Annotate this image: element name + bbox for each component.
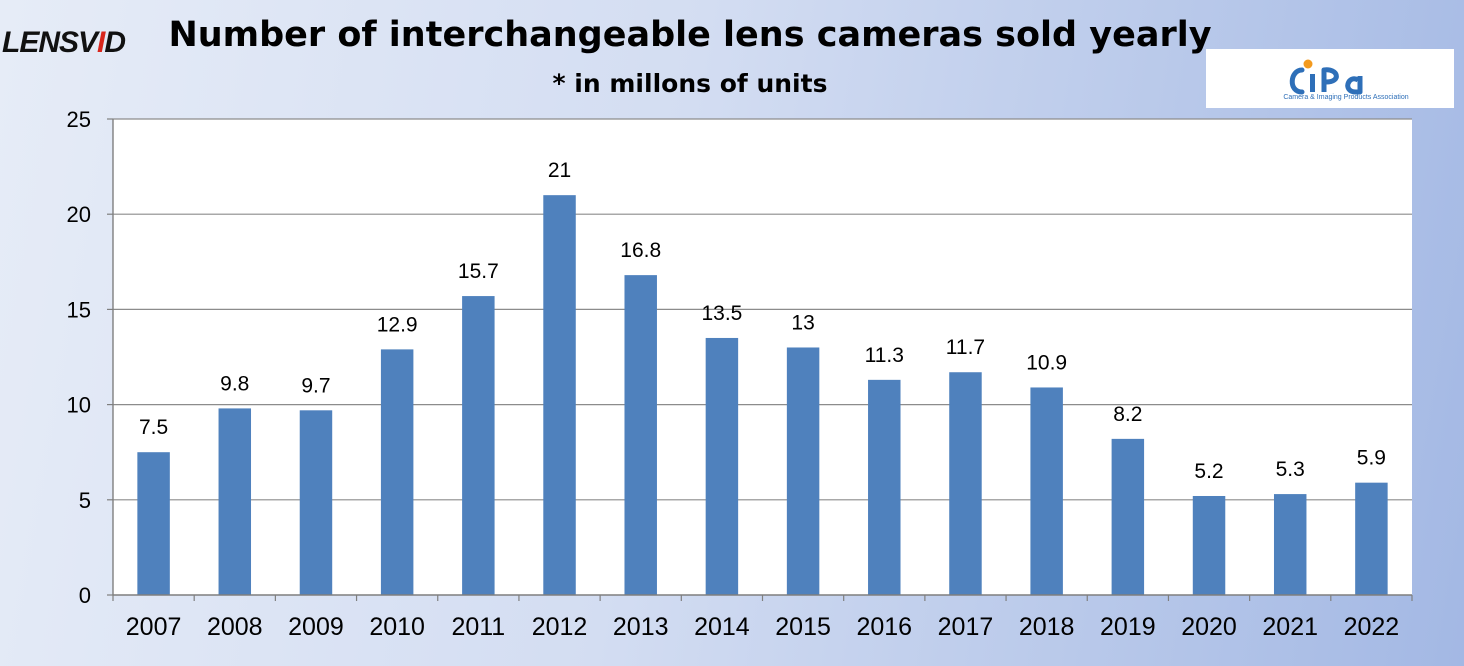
x-tick-label: 2010 <box>369 613 425 641</box>
x-tick-label: 2017 <box>938 613 994 641</box>
x-tick-label: 2009 <box>288 613 344 641</box>
x-tick-label: 2007 <box>126 613 182 641</box>
x-tick-label: 2011 <box>451 613 505 641</box>
x-tick-label: 2015 <box>775 613 831 641</box>
chart-subtitle: * in millons of units <box>552 69 828 98</box>
cipa-logo <box>1289 59 1363 95</box>
axes <box>107 118 1413 601</box>
bar <box>1355 482 1388 595</box>
y-tick-label: 10 <box>67 393 91 418</box>
x-tick-label: 2013 <box>613 613 669 641</box>
bar <box>1192 495 1226 595</box>
bar <box>786 347 820 595</box>
y-tick-label: 15 <box>67 297 91 322</box>
data-label: 9.7 <box>301 374 330 397</box>
x-tick-label: 2019 <box>1100 613 1156 641</box>
data-label: 9.8 <box>220 372 249 395</box>
x-tick-label: 2014 <box>694 613 750 641</box>
x-tick-label: 2020 <box>1181 613 1237 641</box>
bar <box>1030 387 1063 595</box>
bar <box>1273 494 1307 595</box>
y-tick-label: 20 <box>67 202 91 227</box>
data-label: 7.5 <box>139 416 168 439</box>
data-label: 13.5 <box>701 302 742 325</box>
data-label: 5.3 <box>1276 458 1305 481</box>
x-tick-label: 2008 <box>207 613 263 641</box>
bar <box>949 372 982 595</box>
data-label: 5.2 <box>1194 460 1223 483</box>
data-label: 10.9 <box>1026 351 1067 374</box>
bar <box>1111 438 1145 595</box>
data-label: 11.3 <box>865 344 904 367</box>
x-tick-label: 2016 <box>856 613 912 641</box>
data-label: 13 <box>791 311 814 334</box>
bar <box>218 408 252 595</box>
bar <box>462 296 495 595</box>
lensvid-logo: LENSVID <box>2 26 126 59</box>
bar <box>299 410 333 595</box>
data-label: 16.8 <box>620 239 661 262</box>
y-tick-label: 5 <box>79 488 91 513</box>
y-tick-label: 0 <box>79 583 91 608</box>
x-tick-label: 2012 <box>532 613 588 641</box>
x-tick-label: 2018 <box>1019 613 1075 641</box>
chart-title: Number of interchangeable lens cameras s… <box>168 15 1212 55</box>
cipa-caption: Camera & Imaging Products Association <box>1283 94 1409 101</box>
bars <box>137 195 1388 595</box>
bar <box>543 195 576 595</box>
bar <box>380 349 414 595</box>
x-tick-label: 2022 <box>1344 613 1400 641</box>
data-label: 15.7 <box>458 260 499 283</box>
y-tick-label: 25 <box>67 107 91 132</box>
data-label: 12.9 <box>377 313 418 336</box>
x-tick-label: 2021 <box>1262 613 1318 641</box>
bar <box>137 452 170 595</box>
data-label: 11.7 <box>946 336 985 359</box>
bar <box>624 275 657 595</box>
cipa-logo-panel <box>1206 49 1454 108</box>
bar <box>868 379 901 595</box>
data-label: 8.2 <box>1113 403 1142 426</box>
bar <box>705 337 739 595</box>
data-label: 5.9 <box>1357 447 1386 470</box>
labels: 0 5 10 15 20 25 7.5 2007 9.8 2008 9.7 2009 12.9 2010 1… <box>67 107 1400 641</box>
data-label: 21 <box>548 159 571 182</box>
